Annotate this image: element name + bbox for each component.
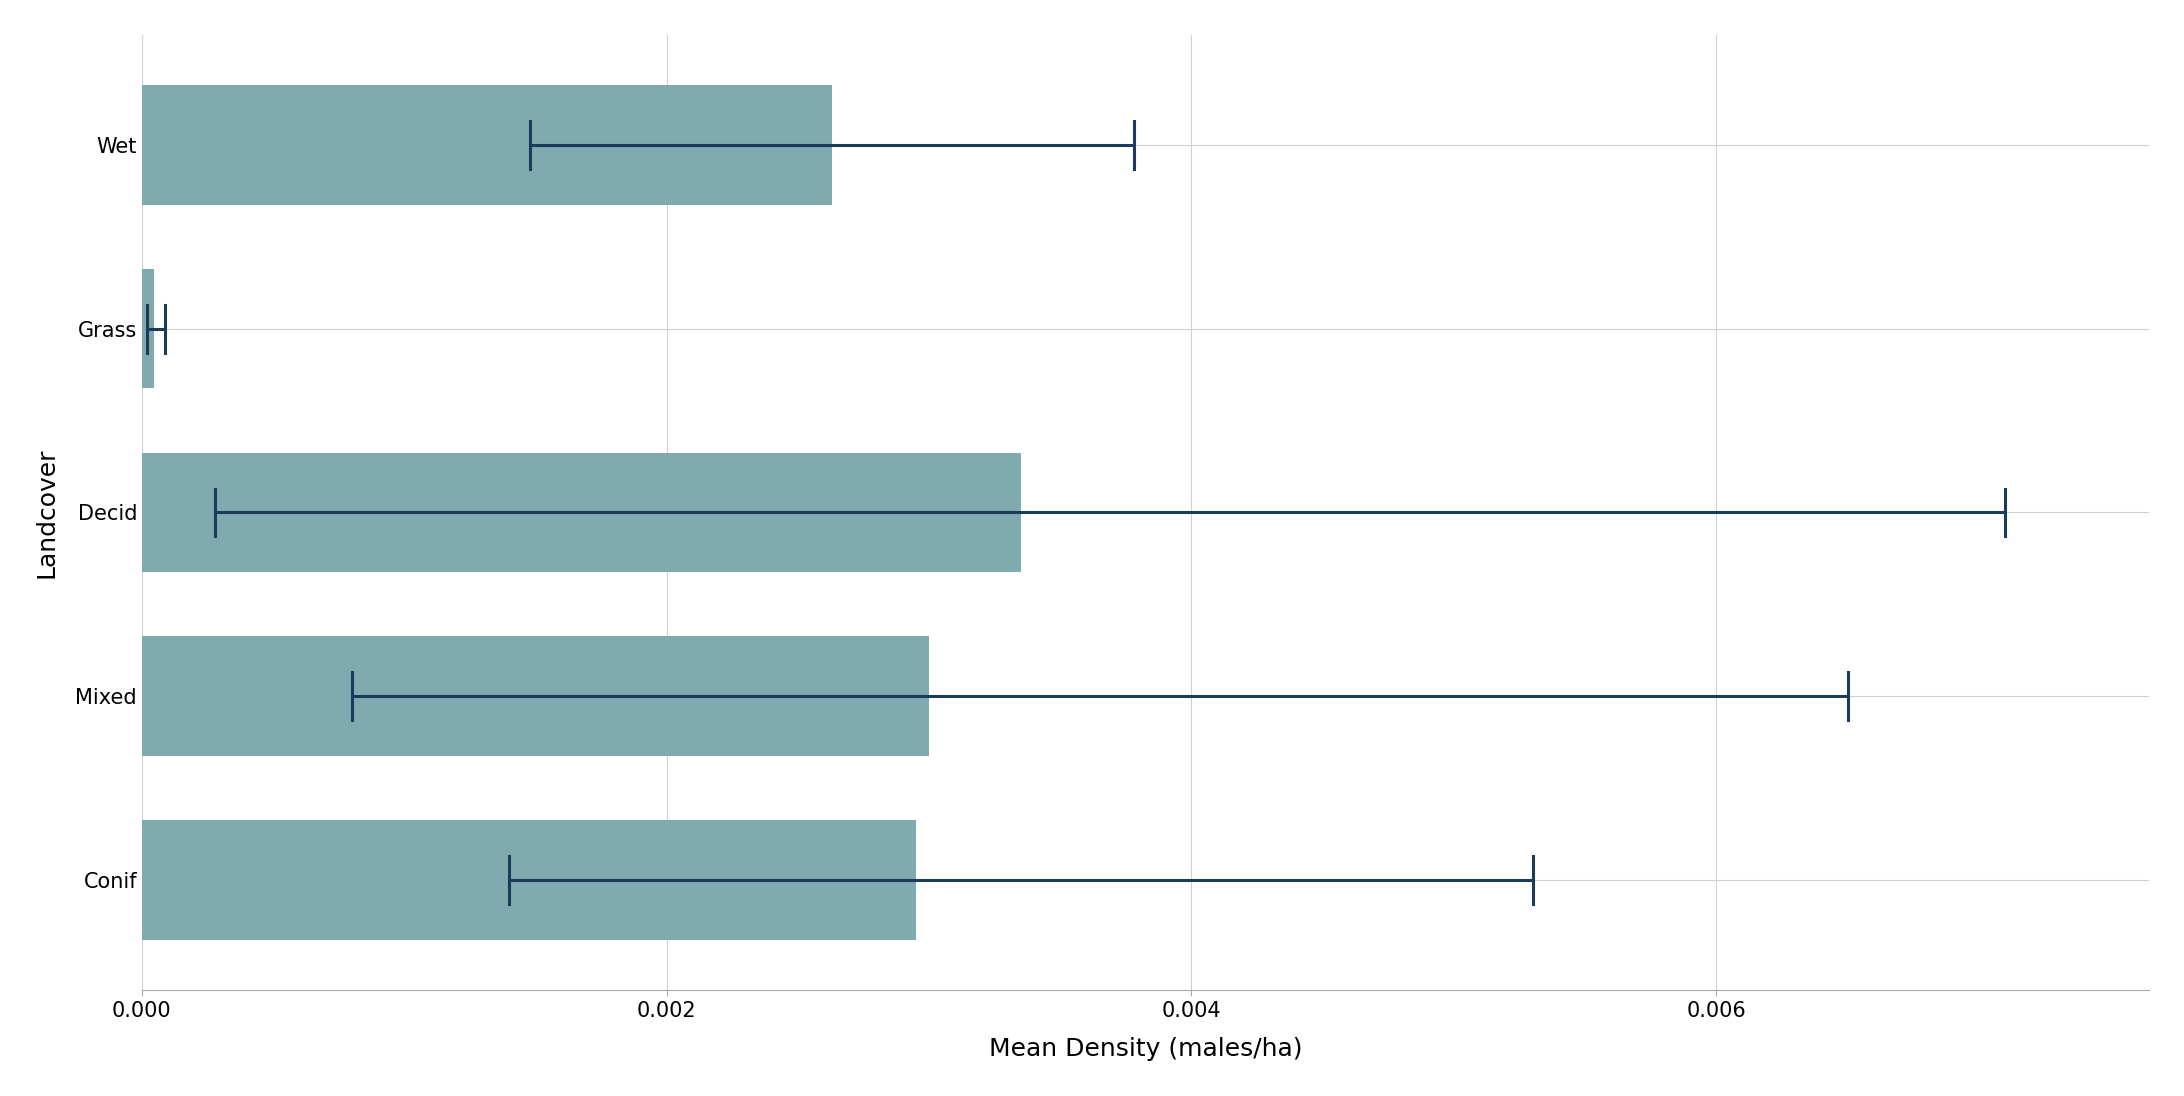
Bar bbox=[142, 637, 928, 756]
Bar bbox=[142, 820, 915, 939]
Bar bbox=[142, 453, 1020, 572]
Y-axis label: Landcover: Landcover bbox=[35, 447, 59, 578]
Bar bbox=[142, 269, 153, 388]
Bar bbox=[142, 85, 832, 205]
X-axis label: Mean Density (males/ha): Mean Density (males/ha) bbox=[989, 1037, 1302, 1061]
